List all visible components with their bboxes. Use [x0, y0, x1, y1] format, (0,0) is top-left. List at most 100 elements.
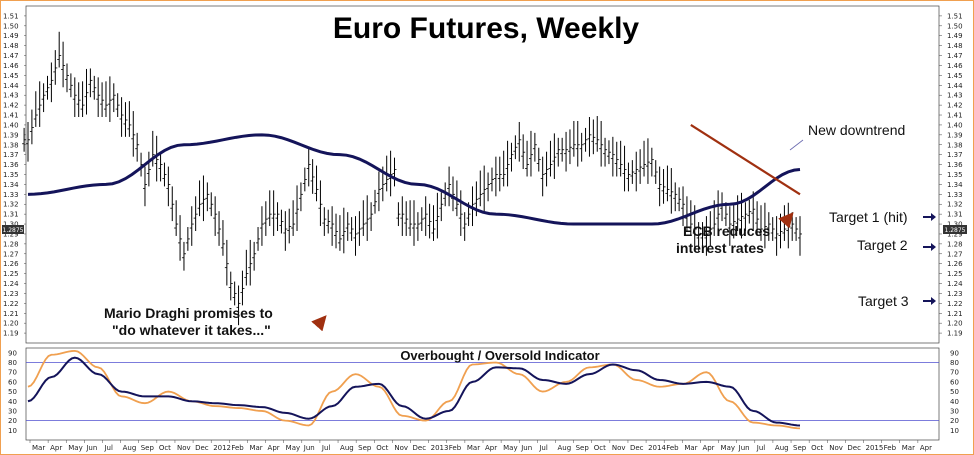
price-tick-label-right: 1.43 — [947, 92, 963, 100]
price-tick-label-left: 1.36 — [3, 161, 19, 169]
x-tick-label: Apr — [50, 444, 62, 452]
moving-average-series — [27, 133, 801, 226]
x-tick-label: Mar — [467, 444, 480, 452]
price-tick-label-right: 1.37 — [947, 151, 963, 159]
downtrend-pointer — [789, 139, 804, 151]
annotation-draghi-1: Mario Draghi promises to — [104, 305, 273, 321]
x-tick-label: 2014 — [648, 444, 666, 452]
price-tick-label-left: 1.23 — [3, 290, 19, 298]
indicator-tick-label-right: 50 — [950, 388, 959, 396]
annotation-target-2: Target 2 — [857, 237, 908, 253]
price-tick-label-left: 1.22 — [3, 300, 19, 308]
downtrend-line — [690, 124, 801, 196]
x-tick-label: Sep — [358, 444, 372, 452]
x-tick-label: Jun — [303, 444, 315, 452]
price-tick-label-right: 1.33 — [947, 191, 963, 199]
annotation-ecb-2: interest rates — [676, 240, 764, 256]
x-tick-label: Jul — [538, 444, 548, 452]
price-tick-label-right: 1.21 — [947, 310, 963, 318]
x-tick-label: Aug — [340, 444, 354, 452]
x-tick-label: Sep — [793, 444, 807, 452]
price-tick-label-right: 1.35 — [947, 171, 963, 179]
price-tick-label-right: 1.32 — [947, 201, 963, 209]
price-panel — [25, 5, 940, 344]
target-2-arrow-icon — [923, 243, 936, 251]
x-tick-label: 2015 — [866, 444, 884, 452]
price-tick-label-left: 1.19 — [3, 330, 19, 338]
x-tick-label: Nov — [177, 444, 191, 452]
x-tick-label: Jun — [520, 444, 532, 452]
price-tick-label-right: 1.26 — [947, 260, 963, 268]
annotation-draghi-2: "do whatever it takes..." — [112, 322, 271, 338]
annotation-target-1: Target 1 (hit) — [829, 209, 908, 225]
price-tick-label-left: 1.49 — [3, 32, 19, 40]
price-tick-label-left: 1.50 — [3, 22, 19, 30]
price-tick-label-right: 1.48 — [947, 42, 963, 50]
annotation-ecb-1: ECB reduces — [683, 223, 770, 239]
price-axis-right: 1.19 1.20 1.21 1.22 1.23 1.24 1.25 1.26 1.27 1.28… — [939, 12, 963, 338]
price-tick-label-right: 1.25 — [947, 270, 963, 278]
price-tick-label-left: 1.30 — [3, 221, 19, 229]
price-tick-label-right: 1.31 — [947, 211, 963, 219]
price-tick-label-right: 1.22 — [947, 300, 963, 308]
indicator-line — [27, 356, 801, 427]
draghi-event-arrow-icon — [311, 315, 327, 332]
x-tick-label: Mar — [32, 444, 45, 452]
x-tick-label: Oct — [594, 444, 606, 452]
indicator-tick-label-left: 20 — [8, 417, 17, 425]
indicator-tick-label-right: 80 — [950, 359, 959, 367]
x-tick-label: Feb — [666, 444, 679, 452]
annotation-target-3: Target 3 — [858, 293, 909, 309]
x-tick-label: Nov — [612, 444, 626, 452]
indicator-series — [27, 350, 801, 430]
price-tick-label-right: 1.29 — [947, 230, 963, 238]
price-tick-label-left: 1.45 — [3, 72, 19, 80]
indicator-tick-label-right: 70 — [950, 369, 959, 377]
indicator-tick-label-left: 80 — [8, 359, 17, 367]
indicator-tick-label-right: 40 — [950, 398, 959, 406]
price-tick-label-left: 1.51 — [3, 12, 19, 20]
price-tag-left-box — [2, 225, 24, 234]
chart-title: Euro Futures, Weekly — [333, 12, 640, 45]
price-tick-label-right: 1.46 — [947, 62, 963, 70]
x-tick-label: Dec — [847, 444, 861, 452]
price-tick-label-left: 1.43 — [3, 92, 19, 100]
price-tick-label-right: 1.47 — [947, 52, 963, 60]
x-tick-label: Nov — [829, 444, 843, 452]
x-tick-label: Aug — [123, 444, 137, 452]
price-tick-label-left: 1.25 — [3, 270, 19, 278]
x-tick-label: Mar — [902, 444, 915, 452]
indicator-tick-label-left: 40 — [8, 398, 17, 406]
price-tick-label-right: 1.39 — [947, 131, 963, 139]
x-tick-label: 2013 — [431, 444, 449, 452]
indicator-tick-label-right: 30 — [950, 407, 959, 415]
x-tick-label: Jul — [321, 444, 331, 452]
indicator-title: Overbought / Oversold Indicator — [400, 348, 599, 363]
x-tick-label: May — [286, 444, 300, 452]
indicator-tick-label-left: 30 — [8, 407, 17, 415]
indicator-tick-label-left: 60 — [8, 378, 17, 386]
price-tick-label-left: 1.33 — [3, 191, 19, 199]
price-tick-label-left: 1.20 — [3, 320, 19, 328]
price-tick-label-right: 1.40 — [947, 121, 963, 129]
price-tag-right-box — [943, 225, 967, 234]
price-tick-label-left: 1.37 — [3, 151, 19, 159]
x-axis: Mar Apr May Jun Jul Aug Sep Oct Nov Dec 2012 Feb Mar… — [29, 440, 932, 452]
price-tick-label-left: 1.34 — [3, 181, 19, 189]
x-tick-label: Dec — [630, 444, 644, 452]
price-tick-label-right: 1.36 — [947, 161, 963, 169]
target-3-arrow-icon — [923, 297, 936, 305]
x-tick-label: Apr — [702, 444, 714, 452]
price-tick-label-right: 1.24 — [947, 280, 963, 288]
price-tick-label-left: 1.24 — [3, 280, 19, 288]
price-tick-label-right: 1.42 — [947, 102, 963, 110]
x-tick-label: Sep — [141, 444, 155, 452]
x-tick-label: Sep — [576, 444, 590, 452]
price-tick-label-left: 1.27 — [3, 250, 19, 258]
indicator-tick-label-right: 60 — [950, 378, 959, 386]
x-tick-label: Nov — [394, 444, 408, 452]
x-tick-label: Dec — [195, 444, 209, 452]
price-tick-label-right: 1.45 — [947, 72, 963, 80]
